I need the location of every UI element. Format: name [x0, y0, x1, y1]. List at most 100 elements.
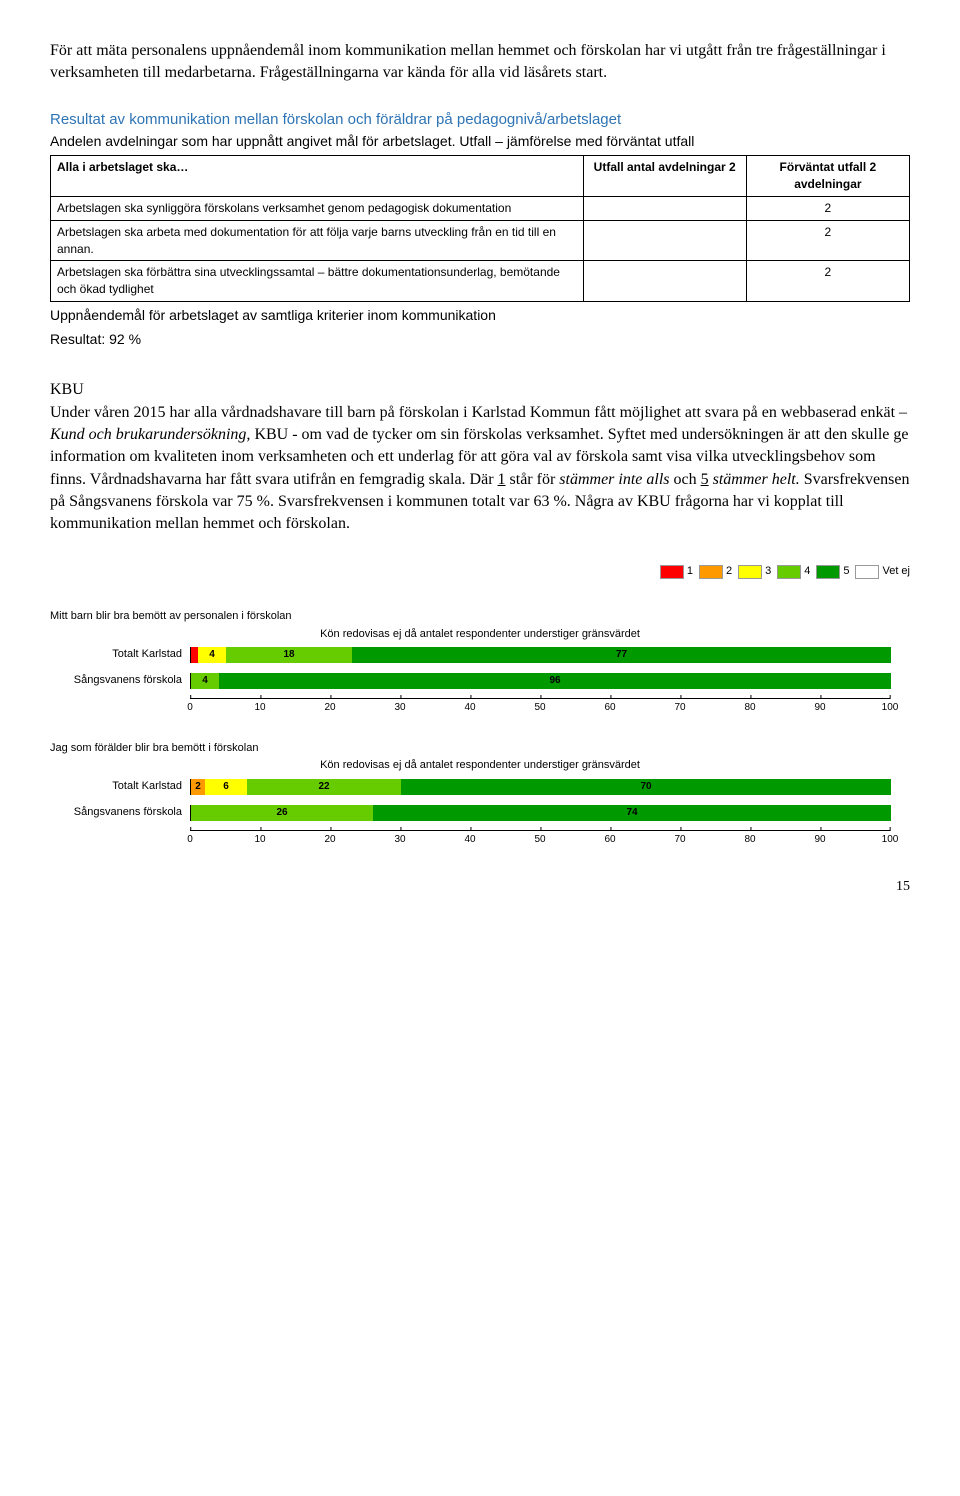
table-subline: Andelen avdelningar som har uppnått angi…: [50, 132, 910, 152]
intro-paragraph: För att mäta personalens uppnåendemål in…: [50, 40, 910, 85]
legend-swatch: [855, 565, 879, 579]
legend-label: 5: [843, 564, 849, 579]
legend-item: 4: [777, 564, 810, 579]
legend-label: 4: [804, 564, 810, 579]
x-axis: 0102030405060708090100: [190, 830, 890, 847]
kbu-text: står för: [506, 471, 560, 488]
chart-2: Jag som förälder blir bra bemött i försk…: [50, 741, 910, 847]
x-axis: 0102030405060708090100: [190, 698, 890, 715]
kbu-text: Under våren 2015 har alla vårdnadshavare…: [50, 404, 907, 421]
bar-row: Sångsvanens förskola2674: [50, 804, 910, 822]
cell: 2: [746, 196, 909, 220]
bar-segment: 74: [373, 805, 891, 821]
bar-label: Sångsvanens förskola: [50, 673, 190, 688]
axis-tick: 30: [394, 699, 405, 715]
cell: 2: [746, 220, 909, 261]
legend-swatch: [660, 565, 684, 579]
kbu-italic: stämmer inte alls: [559, 471, 669, 488]
chart-1: Mitt barn blir bra bemött av personalen …: [50, 609, 910, 715]
table-row: Arbetslagen ska förbättra sina utvecklin…: [51, 261, 910, 302]
bar-segment: 22: [247, 779, 401, 795]
chart-question: Mitt barn blir bra bemött av personalen …: [50, 609, 910, 624]
chart-question: Jag som förälder blir bra bemött i försk…: [50, 741, 910, 756]
axis-tick: 30: [394, 831, 405, 847]
bar-label: Totalt Karlstad: [50, 779, 190, 794]
th-c2: Utfall antal avdelningar 2: [583, 156, 746, 197]
result-line-2: Resultat: 92 %: [50, 330, 910, 350]
legend-label: 2: [726, 564, 732, 579]
axis-tick: 80: [744, 831, 755, 847]
legend: 1 2 3 4 5 Vet ej: [50, 564, 910, 579]
kbu-underline: 5: [701, 471, 709, 488]
legend-swatch: [816, 565, 840, 579]
bar-track: 2674: [190, 805, 891, 821]
axis-tick: 10: [254, 699, 265, 715]
axis-tick: 10: [254, 831, 265, 847]
cell: Arbetslagen ska förbättra sina utvecklin…: [51, 261, 584, 302]
bar-segment: 26: [191, 805, 373, 821]
bar-segment: 6: [205, 779, 247, 795]
kbu-paragraph: KBU Under våren 2015 har alla vårdnadsha…: [50, 379, 910, 536]
legend-swatch: [738, 565, 762, 579]
legend-item: 1: [660, 564, 693, 579]
bar-segment: 4: [191, 673, 219, 689]
legend-swatch: [699, 565, 723, 579]
axis-tick: 50: [534, 831, 545, 847]
axis-tick: 90: [814, 831, 825, 847]
result-line-1: Uppnåendemål för arbetslaget av samtliga…: [50, 306, 910, 326]
axis-tick: 60: [604, 831, 615, 847]
kbu-text: och: [670, 471, 701, 488]
cell: [583, 196, 746, 220]
table-row: Arbetslagen ska arbeta med dokumentation…: [51, 220, 910, 261]
bar-track: 496: [190, 673, 891, 689]
legend-label: 1: [687, 564, 693, 579]
bar-segment: 96: [219, 673, 891, 689]
bar-label: Sångsvanens förskola: [50, 805, 190, 820]
axis-tick: 60: [604, 699, 615, 715]
bar-row: Totalt Karlstad262270: [50, 778, 910, 796]
table-header-row: Alla i arbetslaget ska… Utfall antal avd…: [51, 156, 910, 197]
bar-segment: 77: [352, 647, 891, 663]
axis-tick: 70: [674, 831, 685, 847]
axis-tick: 40: [464, 831, 475, 847]
axis-tick: 40: [464, 699, 475, 715]
th-c3: Förväntat utfall 2 avdelningar: [746, 156, 909, 197]
table-row: Arbetslagen ska synliggöra förskolans ve…: [51, 196, 910, 220]
cell: [583, 220, 746, 261]
legend-item: 2: [699, 564, 732, 579]
page-number: 15: [50, 877, 910, 897]
bar-row: Totalt Karlstad41877: [50, 646, 910, 664]
axis-tick: 20: [324, 831, 335, 847]
axis-tick: 90: [814, 699, 825, 715]
kbu-underline: 1: [498, 471, 506, 488]
cell: Arbetslagen ska synliggöra förskolans ve…: [51, 196, 584, 220]
legend-item-vetej: Vet ej: [855, 564, 910, 579]
axis-tick: 0: [187, 699, 193, 715]
axis-tick: 80: [744, 699, 755, 715]
th-c1: Alla i arbetslaget ska…: [51, 156, 584, 197]
axis-tick: 50: [534, 699, 545, 715]
axis-tick: 0: [187, 831, 193, 847]
legend-label: Vet ej: [882, 564, 910, 579]
legend-label: 3: [765, 564, 771, 579]
cell: 2: [746, 261, 909, 302]
axis-tick: 70: [674, 699, 685, 715]
chart-subtitle: Kön redovisas ej då antalet respondenter…: [50, 627, 910, 642]
legend-item: 3: [738, 564, 771, 579]
bar-label: Totalt Karlstad: [50, 647, 190, 662]
bar-segment: 2: [191, 779, 205, 795]
criteria-table: Alla i arbetslaget ska… Utfall antal avd…: [50, 155, 910, 302]
legend-swatch: [777, 565, 801, 579]
axis-tick: 100: [882, 831, 899, 847]
bar-row: Sångsvanens förskola496: [50, 672, 910, 690]
axis-tick: 100: [882, 699, 899, 715]
bar-track: 262270: [190, 779, 891, 795]
table-heading: Resultat av kommunikation mellan förskol…: [50, 109, 910, 130]
legend-item: 5: [816, 564, 849, 579]
chart-subtitle: Kön redovisas ej då antalet respondenter…: [50, 758, 910, 773]
kbu-italic: Kund och brukarundersökning,: [50, 426, 254, 443]
kbu-label: KBU: [50, 381, 84, 398]
bar-segment: [191, 647, 198, 663]
bar-segment: 4: [198, 647, 226, 663]
kbu-italic: stämmer helt.: [713, 471, 800, 488]
